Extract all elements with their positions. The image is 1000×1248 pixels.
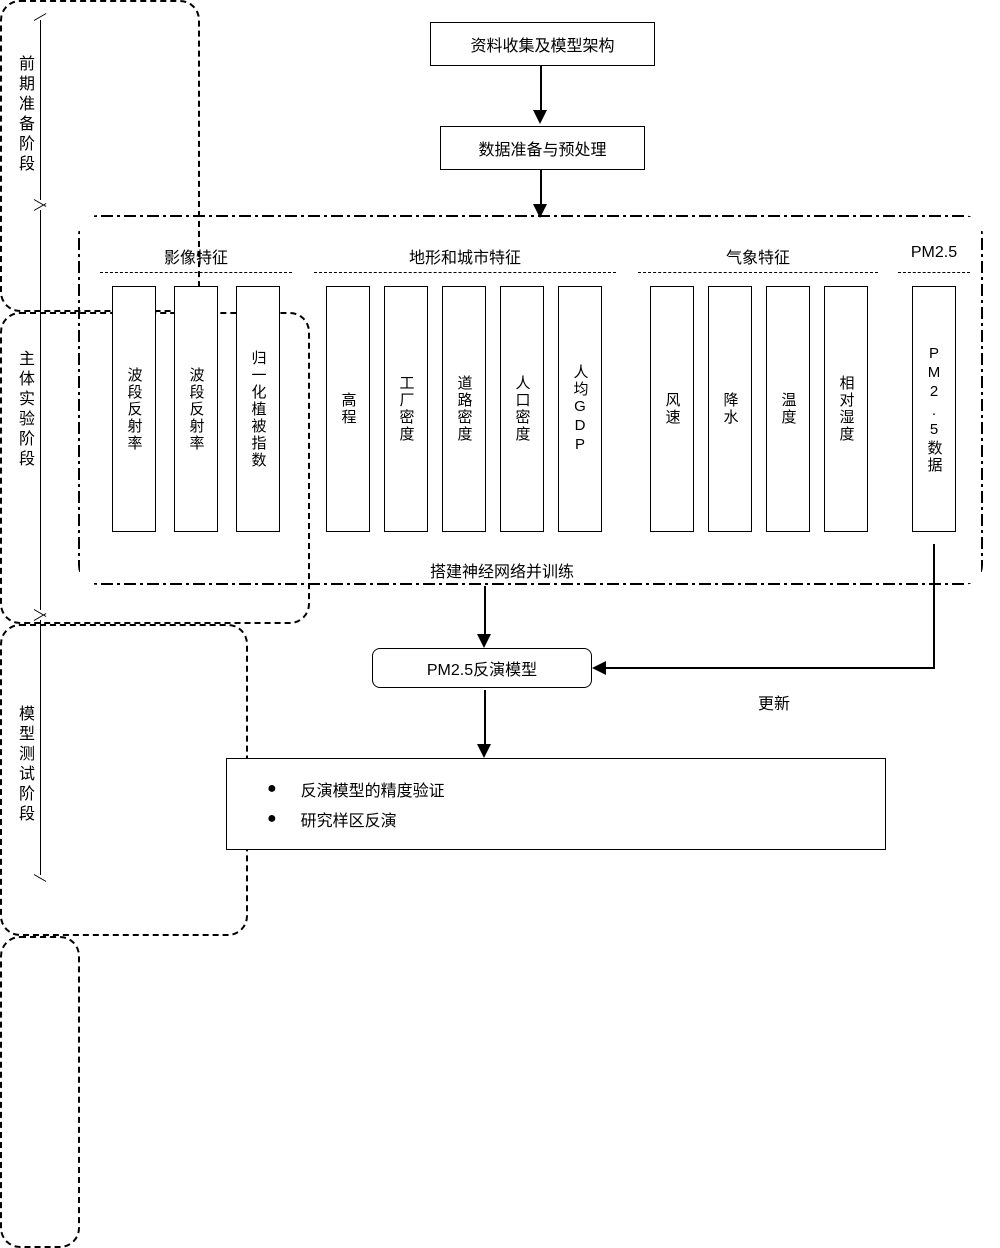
- vbox-terrain-4: 人均GDP: [558, 286, 602, 532]
- phase-main-bracket: [40, 210, 60, 610]
- final-row-0-text: 反演模型的精度验证: [301, 777, 445, 801]
- vbox-image-1: 波段反射率: [174, 286, 218, 532]
- vbox-terrain-3: 人口密度: [500, 286, 544, 532]
- arrow-prep-frame-line: [540, 170, 542, 206]
- vbox-weather-1: 降水: [708, 286, 752, 532]
- bullet-icon: ●: [267, 780, 277, 798]
- group-image-divider: [100, 272, 292, 273]
- vbox-terrain-1: 工厂密度: [384, 286, 428, 532]
- inversion-box: PM2.5反演模型: [372, 648, 592, 688]
- group-weather: [0, 624, 248, 936]
- final-box: ● 反演模型的精度验证 ● 研究样区反演: [226, 758, 886, 850]
- arrow-pm-down: [933, 544, 935, 668]
- vbox-terrain-2: 道路密度: [442, 286, 486, 532]
- arrow-frame-inversion-head: [477, 634, 491, 648]
- vbox-image-2: 归一化植被指数: [236, 286, 280, 532]
- group-terrain-title: 地形和城市特征: [310, 244, 620, 268]
- arrow-prep-frame-head: [533, 204, 547, 218]
- arrow-collect-prep-head: [533, 110, 547, 124]
- arrow-inversion-final-head: [477, 744, 491, 758]
- group-terrain-divider: [314, 272, 616, 273]
- nn-frame-label: 搭建神经网络并训练: [430, 558, 574, 582]
- phase-test-label: 模型测试阶段: [12, 685, 36, 845]
- vbox-terrain-0: 高程: [326, 286, 370, 532]
- vbox-weather-2: 温度: [766, 286, 810, 532]
- group-weather-divider: [638, 272, 878, 273]
- phase-test-bracket: [40, 620, 60, 875]
- arrow-inversion-final-line: [484, 690, 486, 746]
- group-pm-divider: [898, 272, 970, 273]
- vbox-weather-0: 风速: [650, 286, 694, 532]
- arrow-collect-prep-line: [540, 66, 542, 112]
- vbox-image-0: 波段反射率: [112, 286, 156, 532]
- arrow-pm-head: [592, 661, 606, 675]
- group-pm: [0, 936, 80, 1248]
- vbox-weather-3: 相对湿度: [824, 286, 868, 532]
- group-image-title: 影像特征: [96, 244, 296, 268]
- collect-box: 资料收集及模型架构: [430, 22, 655, 66]
- update-label: 更新: [758, 690, 790, 714]
- prep-box: 数据准备与预处理: [440, 126, 645, 170]
- phase-prep-label: 前期准备阶段: [12, 50, 36, 180]
- group-weather-title: 气象特征: [634, 244, 882, 268]
- final-row-0: ● 反演模型的精度验证: [267, 777, 845, 801]
- group-pm-title: PM2.5: [894, 244, 974, 262]
- vbox-pm-0: PM2.5数据: [912, 286, 956, 532]
- bullet-icon: ●: [267, 810, 277, 828]
- arrow-frame-inversion-line: [484, 586, 486, 636]
- phase-main-label: 主体实验阶段: [12, 330, 36, 490]
- arrow-pm-left: [606, 667, 935, 669]
- final-row-1-text: 研究样区反演: [301, 807, 397, 831]
- phase-prep-bracket: [40, 20, 60, 200]
- final-row-1: ● 研究样区反演: [267, 807, 845, 831]
